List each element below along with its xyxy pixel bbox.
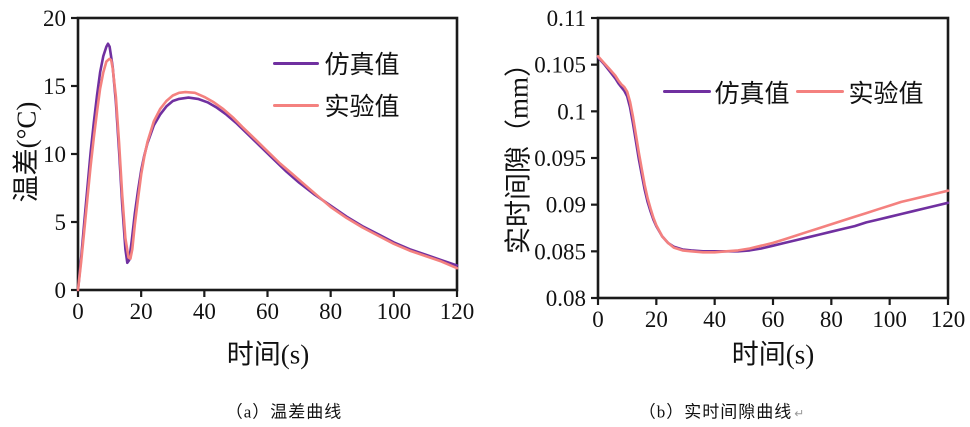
y-tick-label: 5 [55,210,67,235]
y-tick-label: 0.1 [557,99,586,124]
y-tick-label: 0.085 [534,239,586,264]
chart-a-legend-simulation-line [273,62,319,65]
x-tick-label: 60 [256,299,279,324]
chart-b-legend-experiment-label: 实验值 [848,81,924,108]
x-tick-label: 120 [931,307,966,332]
curve-experiment [76,57,459,292]
caption-a: （a）温差曲线 [225,402,343,422]
x-tick-label: 40 [193,299,216,324]
paragraph-return-mark: ↵ [794,406,806,421]
x-tick-label: 0 [592,307,604,332]
chart-a-legend-experiment-line [273,104,319,107]
caption-b-text: （b）实时间隙曲线 [638,402,793,422]
curve-experiment [596,55,950,254]
curve-simulation [76,42,459,292]
x-tick-label: 100 [377,299,412,324]
chart-a-canvas: 0 20 40 60 80 100 120 0 5 10 15 20 [43,6,475,324]
x-tick-label: 40 [703,307,726,332]
chart-b-x-axis-title: 时间(s) [731,339,815,370]
y-tick-label: 0.09 [546,193,586,218]
chart-b-y-axis-title: 实时间隙（mm） [503,49,534,255]
x-tick-label: 100 [872,307,907,332]
chart-b-legend-simulation-label: 仿真值 [714,81,790,108]
y-tick-label: 0 [55,278,67,303]
chart-a-legend-experiment-label: 实验值 [324,94,400,121]
y-tick-label: 0.105 [534,53,586,78]
x-tick-label: 80 [820,307,843,332]
x-tick-label: 60 [762,307,785,332]
y-tick-label: 10 [43,142,66,167]
chart-b-legend-experiment-line [796,90,844,93]
chart-b-legend-simulation-line [663,90,711,93]
chart-a-y-axis-title: 温差(°C) [11,101,42,203]
chart-b-canvas: 0 20 40 60 80 100 120 0.08 0.085 0.09 0.095 0.1 0.10… [534,6,966,332]
plot-frame [596,16,950,300]
y-tick-label: 0.095 [534,146,586,171]
y-tick-label: 0.11 [547,6,586,31]
chart-a-legend-simulation-label: 仿真值 [324,52,400,79]
chart-a-x-axis-title: 时间(s) [226,339,310,370]
x-tick-label: 20 [130,299,153,324]
y-tick-label: 15 [43,74,66,99]
x-tick-label: 120 [440,299,475,324]
y-tick-label: 0.08 [546,286,586,311]
x-tick-label: 0 [72,299,84,324]
x-tick-label: 20 [645,307,668,332]
y-tick-label: 20 [43,6,66,31]
x-tick-label: 80 [319,299,342,324]
caption-b: （b）实时间隙曲线 ↵ [639,398,806,423]
